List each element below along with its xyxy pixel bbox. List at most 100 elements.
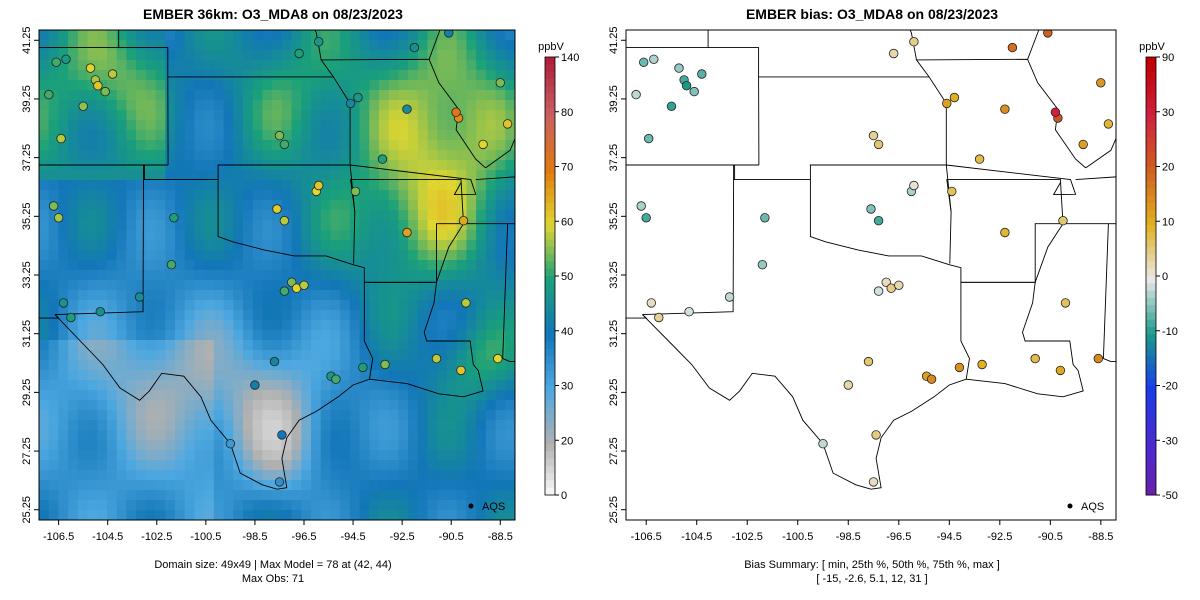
heatmap-cell [505, 210, 515, 221]
heatmap-cell [233, 370, 244, 381]
heatmap-cell [262, 330, 273, 341]
heatmap-cell [48, 390, 59, 401]
heatmap-cell [476, 410, 487, 421]
heatmap-cell [398, 140, 409, 151]
heatmap-cell [97, 180, 108, 191]
heatmap-cell [349, 310, 360, 321]
state-border-line [350, 164, 477, 196]
heatmap-cell [447, 500, 458, 511]
heatmap-cell [194, 330, 205, 341]
heatmap-cell [155, 260, 166, 271]
y-tick-label: 35.25 [21, 203, 33, 231]
heatmap-cell [340, 180, 351, 191]
heatmap-cell [291, 210, 302, 221]
heatmap-cell [349, 290, 360, 301]
heatmap-cell [87, 40, 98, 51]
heatmap-cell [243, 110, 254, 121]
heatmap-cell [291, 340, 302, 351]
heatmap-cell [116, 30, 127, 41]
heatmap-cell [233, 380, 244, 391]
heatmap-cell [272, 370, 283, 381]
heatmap-cell [301, 260, 312, 271]
state-border-line [1103, 358, 1116, 363]
heatmap-cell [476, 200, 487, 211]
heatmap-cell [495, 370, 506, 381]
heatmap-cell [213, 30, 224, 41]
heatmap-cell [388, 390, 399, 401]
heatmap-cell [116, 50, 127, 61]
right-colorbar-unit: ppbV [1139, 41, 1165, 53]
heatmap-cell [476, 370, 487, 381]
heatmap-cell [485, 330, 496, 341]
heatmap-cell [456, 250, 467, 261]
heatmap-cell [369, 180, 380, 191]
heatmap-cell [48, 380, 59, 391]
heatmap-cell [48, 290, 59, 301]
heatmap-cell [379, 500, 390, 511]
heatmap-cell [175, 90, 186, 101]
heatmap-cell [204, 430, 215, 441]
heatmap-cell [87, 340, 98, 351]
heatmap-cell [369, 350, 380, 361]
heatmap-cell [252, 330, 263, 341]
heatmap-cell [58, 210, 69, 221]
heatmap-cell [48, 330, 59, 341]
heatmap-cell [456, 420, 467, 431]
heatmap-cell [359, 150, 370, 161]
heatmap-cell [184, 150, 195, 161]
heatmap-cell [417, 420, 428, 431]
heatmap-cell [213, 110, 224, 121]
heatmap-cell [417, 230, 428, 241]
heatmap-cell [184, 340, 195, 351]
y-tick-label: 31.25 [608, 320, 620, 348]
heatmap-cell [233, 510, 244, 520]
heatmap-cell [213, 210, 224, 221]
heatmap-cell [388, 480, 399, 491]
colorbar-segment [545, 86, 555, 94]
heatmap-cell [243, 180, 254, 191]
heatmap-cell [155, 60, 166, 71]
heatmap-cell [388, 360, 399, 371]
heatmap-cell [437, 490, 448, 501]
heatmap-cell [48, 50, 59, 61]
heatmap-cell [359, 160, 370, 171]
left-caption-line1: Domain size: 49x49 | Max Model = 78 at (… [154, 559, 391, 571]
heatmap-cell [233, 490, 244, 501]
heatmap-cell [184, 310, 195, 321]
heatmap-cell [301, 450, 312, 461]
heatmap-cell [58, 140, 69, 151]
heatmap-cell [301, 220, 312, 231]
heatmap-cell [175, 170, 186, 181]
heatmap-cell [223, 350, 234, 361]
heatmap-cell [204, 380, 215, 391]
heatmap-cell [155, 270, 166, 281]
heatmap-cell [456, 120, 467, 131]
heatmap-cell [39, 400, 50, 411]
state-border-line [1034, 223, 1109, 359]
heatmap-cell [427, 120, 438, 131]
heatmap-cell [175, 410, 186, 421]
heatmap-cell [97, 370, 108, 381]
heatmap-cell [233, 340, 244, 351]
heatmap-cell [213, 510, 224, 520]
heatmap-cell [243, 310, 254, 321]
heatmap-cell [320, 450, 331, 461]
heatmap-cell [194, 320, 205, 331]
heatmap-cell [301, 300, 312, 311]
x-tick-label: -104.5 [92, 531, 123, 543]
heatmap-cell [87, 130, 98, 141]
heatmap-cell [87, 170, 98, 181]
heatmap-cell [447, 310, 458, 321]
heatmap-cell [330, 210, 341, 221]
heatmap-cell [77, 280, 88, 291]
heatmap-cell [349, 460, 360, 471]
heatmap-cell [476, 490, 487, 501]
heatmap-cell [447, 360, 458, 371]
heatmap-cell [223, 280, 234, 291]
heatmap-cell [485, 230, 496, 241]
heatmap-cell [408, 360, 419, 371]
heatmap-cell [301, 70, 312, 81]
heatmap-cell [359, 30, 370, 41]
heatmap-cell [281, 390, 292, 401]
heatmap-cell [369, 310, 380, 321]
